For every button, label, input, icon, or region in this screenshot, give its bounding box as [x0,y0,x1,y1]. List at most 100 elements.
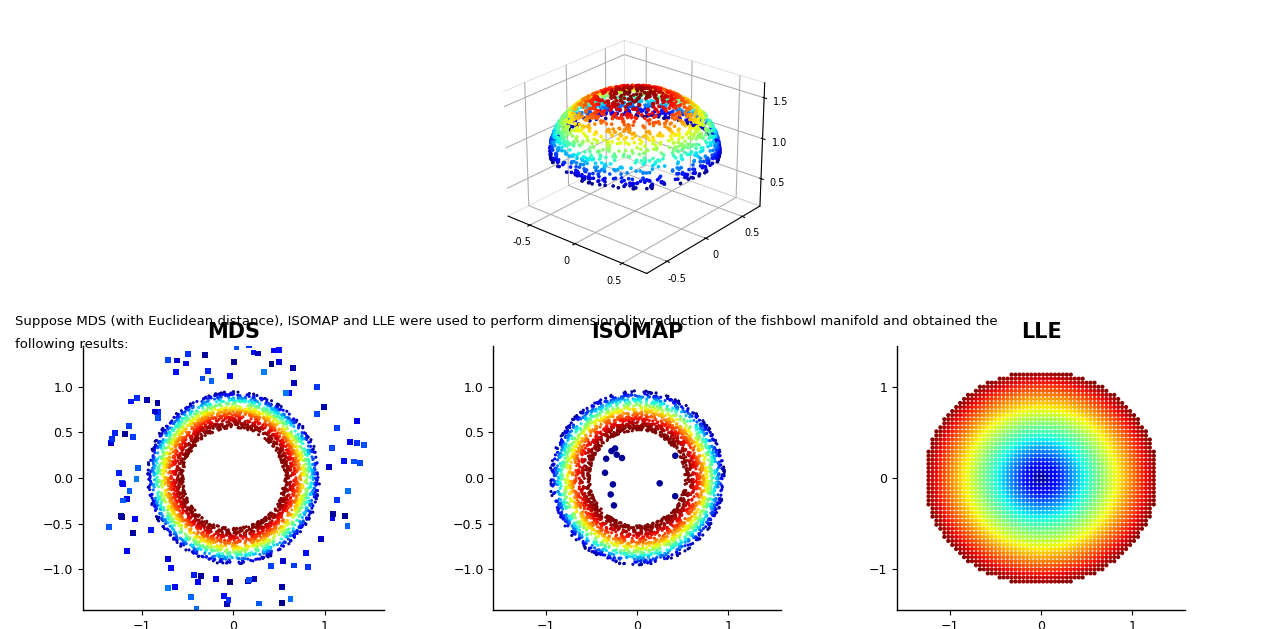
Point [241,403,261,413]
Point [222,410,242,420]
Point [1108,394,1128,404]
Point [290,454,310,464]
Point [1112,483,1132,493]
Point [196,518,216,528]
Point [611,426,631,436]
Point [636,399,656,409]
Point [649,525,669,535]
Point [1088,495,1108,505]
Point [201,532,221,542]
Point [289,511,309,521]
Point [256,413,276,423]
Point [670,548,690,559]
Point [661,432,681,442]
Point [1093,459,1113,469]
Point [673,457,693,467]
Point [168,450,188,460]
Point [678,455,698,465]
Point [965,459,986,469]
Point [179,405,199,415]
Point [158,474,178,484]
Point [1034,572,1054,582]
Point [637,550,658,560]
Point [613,414,634,424]
Point [179,445,199,455]
Point [1073,572,1093,582]
Point [974,402,994,412]
Point [265,526,285,537]
Point [565,500,586,510]
Point [586,528,606,538]
Point [1017,532,1037,542]
Point [1100,483,1121,493]
Point [692,419,712,429]
Point [168,422,188,432]
Point [573,494,593,504]
Point [268,399,288,409]
Point [1013,402,1034,412]
Point [1013,435,1034,445]
Point [612,533,632,543]
Point [632,536,652,546]
Point [216,413,236,423]
Point [293,434,313,444]
Point [685,509,705,519]
Point [946,467,967,477]
Point [559,454,579,464]
Point [112,479,133,489]
Point [1029,398,1049,408]
Point [259,540,279,550]
Point [637,400,658,410]
Point [289,433,309,443]
Point [698,488,718,498]
Point [203,537,223,547]
Point [997,516,1017,526]
Point [573,465,593,476]
Point [265,423,285,433]
Point [993,528,1013,538]
Point [116,546,136,556]
Point [997,394,1017,404]
Point [705,469,726,479]
Point [577,533,597,543]
Point [244,526,264,537]
Point [613,421,634,431]
Point [227,524,247,534]
Point [680,409,700,420]
Point [168,482,188,492]
Point [642,530,663,540]
Point [159,509,179,519]
Point [666,504,687,515]
Point [1034,426,1054,437]
Point [637,390,658,400]
Point [989,503,1010,513]
Point [170,514,191,524]
Point [986,422,1006,432]
Point [304,469,324,479]
Point [581,406,601,416]
Point [193,425,213,435]
Point [573,445,593,455]
Point [544,467,564,477]
Point [228,423,249,433]
Point [1069,386,1089,396]
Point [596,408,616,418]
Point [1041,455,1061,465]
Point [974,459,994,469]
Point [290,437,310,447]
Point [247,403,268,413]
Point [680,519,700,529]
Point [186,437,206,447]
Point [1025,556,1045,566]
Point [664,437,684,447]
Point [163,505,183,515]
Point [1104,536,1124,546]
Point [184,505,204,515]
Point [919,479,939,489]
Point [670,508,690,518]
Point [704,454,724,464]
Point [268,540,288,550]
Point [281,418,302,428]
Point [630,400,650,410]
Point [1119,491,1140,501]
